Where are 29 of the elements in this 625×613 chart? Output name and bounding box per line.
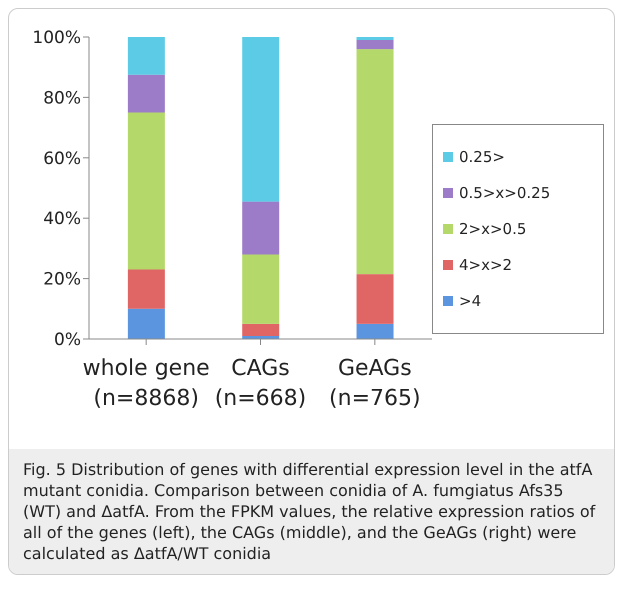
bar	[356, 324, 394, 339]
x-tick-label: CAGs (n=668)	[214, 356, 306, 411]
bar	[128, 112, 165, 270]
bar	[356, 37, 394, 40]
bar	[356, 274, 394, 324]
legend-label: 0.5>x>0.25	[458, 183, 552, 204]
x-tick-label: GeAGs (n=765)	[329, 356, 421, 411]
y-tick-label: 20%	[43, 270, 81, 290]
x-tick-label: whole gene (n=8868)	[82, 356, 210, 411]
bar	[242, 37, 280, 202]
legend-label: 4>x>2	[458, 255, 514, 276]
bar	[128, 270, 165, 309]
bar	[242, 324, 280, 336]
y-tick-label: 0%	[54, 330, 81, 350]
bar	[242, 202, 280, 254]
caption: Fig. 5 Distribution of genes with differential expression level in the atfA mutant conidia. Comparison between conidia of A. fumgiatus Afs35 (WT) and ΔatfA. From the FPKM values, the relative expression ratios of all of the genes (left), the CAGs (middle), and the GeAGs (right) were calculated as ΔatfA/WT conidia	[9, 449, 614, 574]
bar	[356, 40, 394, 50]
legend-label: >4	[458, 291, 482, 312]
bar	[356, 49, 394, 274]
y-tick-label: 60%	[43, 148, 81, 169]
bar	[128, 308, 165, 339]
bar	[128, 37, 165, 75]
legend-label: 0.25>	[458, 147, 506, 168]
bar	[242, 254, 280, 324]
legend-label: 2>x>0.5	[458, 219, 528, 240]
y-tick-label: 40%	[43, 209, 81, 230]
y-tick-label: 80%	[43, 88, 81, 108]
y-tick-label: 100%	[32, 28, 81, 48]
bar	[128, 74, 165, 112]
